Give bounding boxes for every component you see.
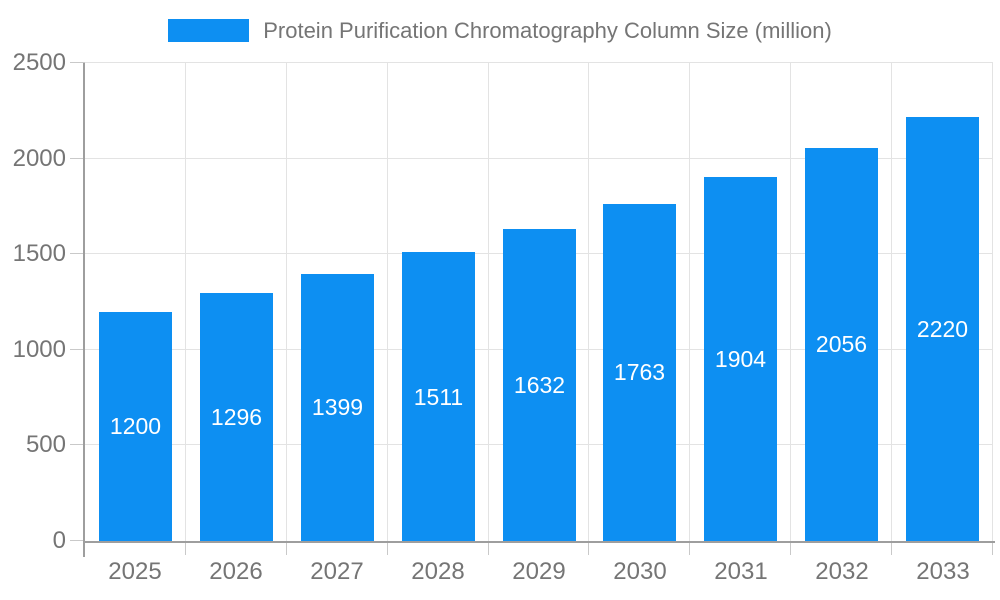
bar-2026[interactable]: [200, 293, 273, 541]
y-tick-label: 2000: [12, 145, 66, 172]
y-tick: [70, 540, 85, 541]
y-tick-label: 1500: [12, 240, 66, 267]
x-tick-label: 2031: [714, 558, 768, 585]
bar-value-label: 2056: [815, 331, 868, 357]
x-tick-label: 2029: [512, 558, 566, 585]
x-tick: [286, 543, 287, 555]
legend-swatch-icon: [168, 19, 250, 42]
x-gridline: [286, 63, 287, 541]
bar-2029[interactable]: [503, 229, 576, 541]
y-tick: [70, 62, 85, 63]
bar-value-label: 1511: [413, 384, 464, 410]
y-gridline: [85, 158, 993, 159]
bar-value-label: 1763: [613, 359, 666, 385]
bar-2032[interactable]: [805, 148, 878, 541]
x-gridline: [689, 63, 690, 541]
x-gridline: [185, 63, 186, 541]
x-gridline: [387, 63, 388, 541]
x-tick: [588, 543, 589, 555]
x-tick-label: 2025: [108, 558, 162, 585]
x-tick-label: 2027: [310, 558, 364, 585]
x-tick: [185, 543, 186, 555]
bar-2025[interactable]: [99, 312, 172, 541]
bar-2027[interactable]: [301, 274, 374, 541]
bar-value-label: 2220: [916, 316, 969, 342]
bar-2033[interactable]: [906, 117, 979, 541]
bar-2028[interactable]: [402, 252, 475, 541]
x-tick: [992, 543, 993, 555]
bar-value-label: 1632: [513, 372, 566, 398]
y-tick: [70, 444, 85, 445]
bar-value-label: 1399: [311, 394, 364, 420]
bar-value-label: 1904: [714, 346, 767, 372]
y-axis-line: [83, 63, 85, 557]
y-tick: [70, 158, 85, 159]
x-tick: [689, 543, 690, 555]
y-tick-label: 2500: [12, 49, 66, 76]
x-tick: [891, 543, 892, 555]
x-tick-label: 2030: [613, 558, 667, 585]
bar-value-label: 1200: [109, 413, 162, 439]
x-axis-line: [83, 541, 995, 543]
bar-value-label: 1296: [210, 404, 263, 430]
x-tick-label: 2032: [815, 558, 869, 585]
y-tick: [70, 349, 85, 350]
x-tick-label: 2028: [411, 558, 465, 585]
x-gridline: [992, 63, 993, 541]
x-gridline: [790, 63, 791, 541]
y-tick-label: 1000: [12, 336, 66, 363]
x-gridline: [588, 63, 589, 541]
bar-2031[interactable]: [704, 177, 777, 541]
x-tick: [387, 543, 388, 555]
bar-2030[interactable]: [603, 204, 676, 541]
x-tick-label: 2033: [916, 558, 970, 585]
x-gridline: [488, 63, 489, 541]
x-tick-label: 2026: [209, 558, 263, 585]
x-gridline: [891, 63, 892, 541]
y-tick: [70, 253, 85, 254]
legend-label: Protein Purification Chromatography Colu…: [263, 18, 832, 43]
chart-legend[interactable]: Protein Purification Chromatography Colu…: [0, 19, 1000, 42]
x-tick: [790, 543, 791, 555]
y-tick-label: 0: [52, 527, 66, 554]
y-gridline: [85, 62, 993, 63]
y-tick-label: 500: [25, 431, 66, 458]
x-tick: [488, 543, 489, 555]
